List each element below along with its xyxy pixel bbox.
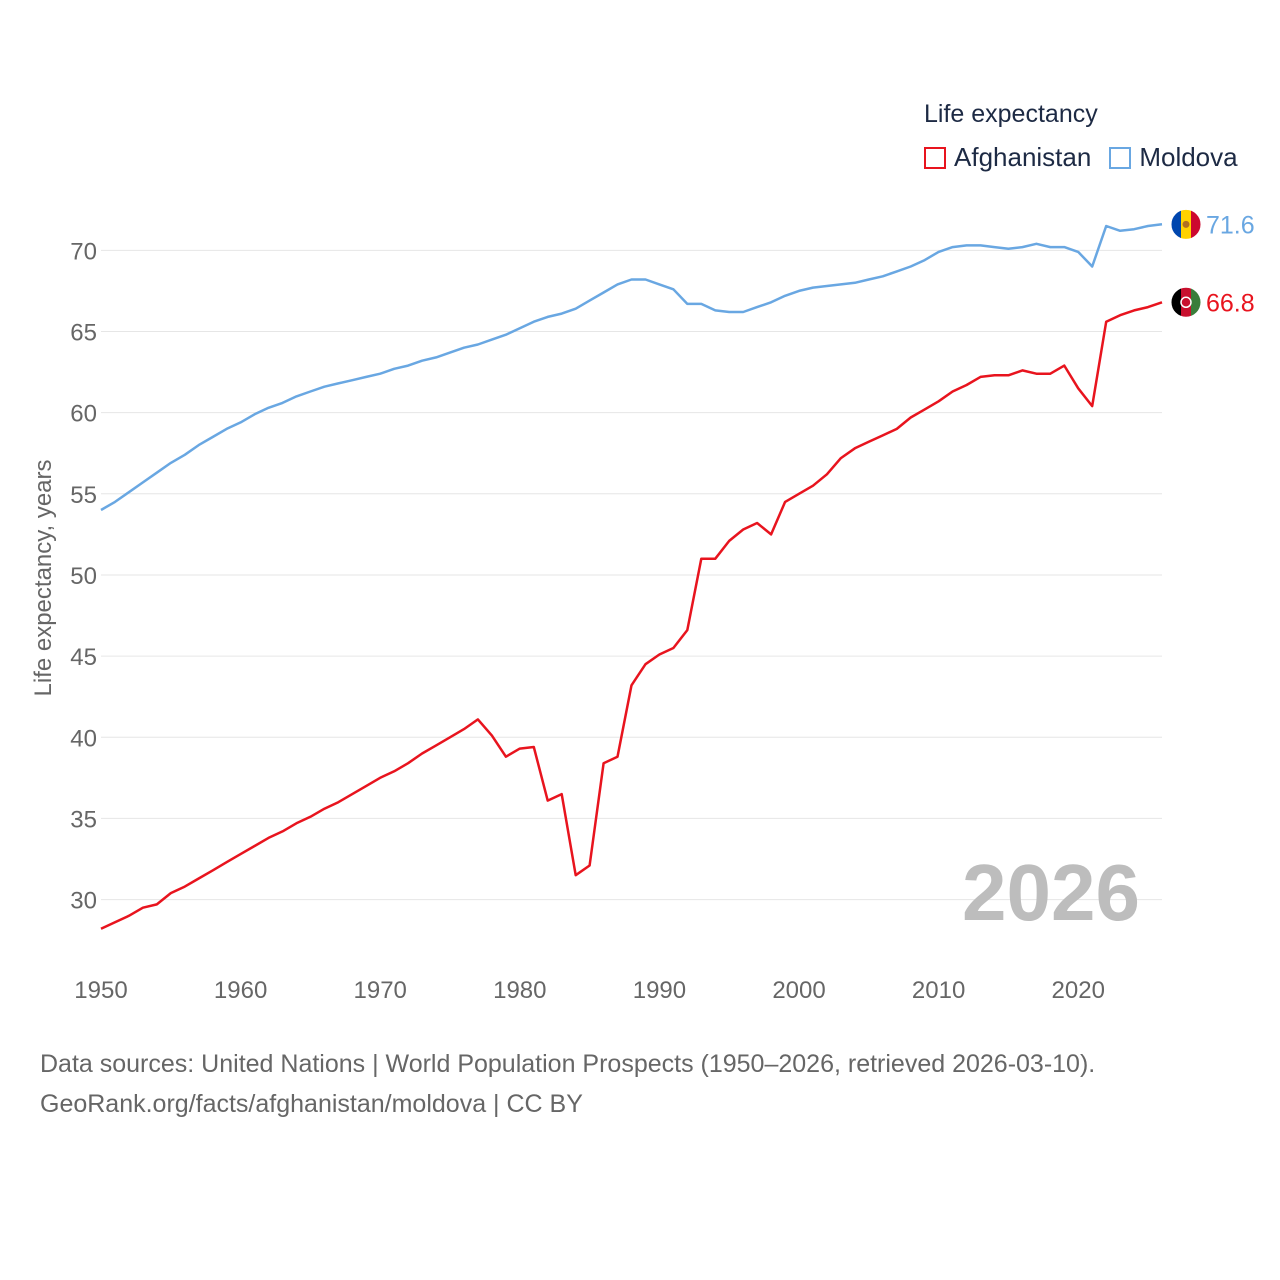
legend-swatch-moldova	[1109, 146, 1132, 169]
y-tick-35: 35	[70, 806, 97, 833]
legend-label-afghanistan: Afghanistan	[954, 142, 1092, 172]
series-line-moldova	[100, 223, 1163, 512]
legend-label-moldova: Moldova	[1139, 142, 1238, 172]
x-tick-1980: 1980	[493, 977, 546, 1004]
end-label-afghanistan: 66.8	[1206, 289, 1255, 317]
y-tick-45: 45	[70, 644, 97, 671]
grid-lines	[101, 249, 1162, 901]
y-axis-label: Life expectancy, years	[30, 459, 57, 696]
series-line-afghanistan	[100, 301, 1163, 930]
legend-item-moldova[interactable]: Moldova	[1109, 142, 1238, 173]
legend-title: Life expectancy	[924, 100, 1098, 128]
x-tick-2000: 2000	[772, 977, 825, 1004]
line-chart: 30 35 40 45 50 55 60 65 70 1950 1960 1970 1980 1990 2…	[30, 208, 1255, 1004]
flag-emblem-afghanistan	[1180, 296, 1192, 309]
x-tick-1950: 1950	[74, 977, 127, 1004]
series-lines	[100, 223, 1163, 930]
attribution-link[interactable]: GeoRank.org/facts/afghanistan/moldova | …	[40, 1090, 583, 1118]
x-tick-2010: 2010	[912, 977, 965, 1004]
flag-stripe-afghanistan-1	[1181, 287, 1191, 318]
legend-swatch-afghanistan	[924, 146, 946, 169]
flag-ring-afghanistan	[1170, 286, 1202, 318]
y-tick-60: 60	[70, 401, 97, 428]
x-tick-2020: 2020	[1052, 977, 1105, 1004]
end-markers: 66.8 71.6	[1170, 208, 1255, 318]
y-tick-40: 40	[70, 725, 97, 752]
flag-icon-moldova	[1170, 208, 1202, 240]
x-tick-labels: 1950 1960 1970 1980 1990 2000 2010 2020	[74, 977, 1105, 1004]
y-tick-65: 65	[70, 319, 97, 346]
flag-stripe-moldova-0	[1171, 209, 1181, 240]
flag-stripes-afghanistan	[1171, 287, 1201, 318]
x-tick-1960: 1960	[214, 977, 267, 1004]
y-tick-70: 70	[70, 238, 97, 265]
x-tick-1970: 1970	[354, 977, 407, 1004]
legend-item-afghanistan[interactable]: Afghanistan	[924, 142, 1091, 173]
flag-stripe-moldova-2	[1191, 209, 1201, 240]
year-watermark: 2026	[962, 848, 1140, 937]
flag-icon-afghanistan	[1170, 286, 1202, 318]
flag-ring-moldova	[1170, 208, 1202, 240]
legend: Afghanistan Moldova	[924, 142, 1256, 173]
y-tick-55: 55	[70, 482, 97, 509]
flag-emblem-moldova	[1182, 220, 1190, 228]
y-tick-labels: 30 35 40 45 50 55 60 65 70	[70, 238, 97, 914]
x-tick-1990: 1990	[633, 977, 686, 1004]
data-sources-text: Data sources: United Nations | World Pop…	[40, 1050, 1096, 1078]
end-label-moldova: 71.6	[1206, 211, 1255, 239]
footer: Data sources: United Nations | World Pop…	[40, 1044, 1095, 1124]
y-tick-30: 30	[70, 888, 97, 915]
y-tick-50: 50	[70, 563, 97, 590]
flag-stripe-afghanistan-2	[1191, 287, 1201, 318]
flag-stripe-afghanistan-0	[1171, 287, 1181, 318]
